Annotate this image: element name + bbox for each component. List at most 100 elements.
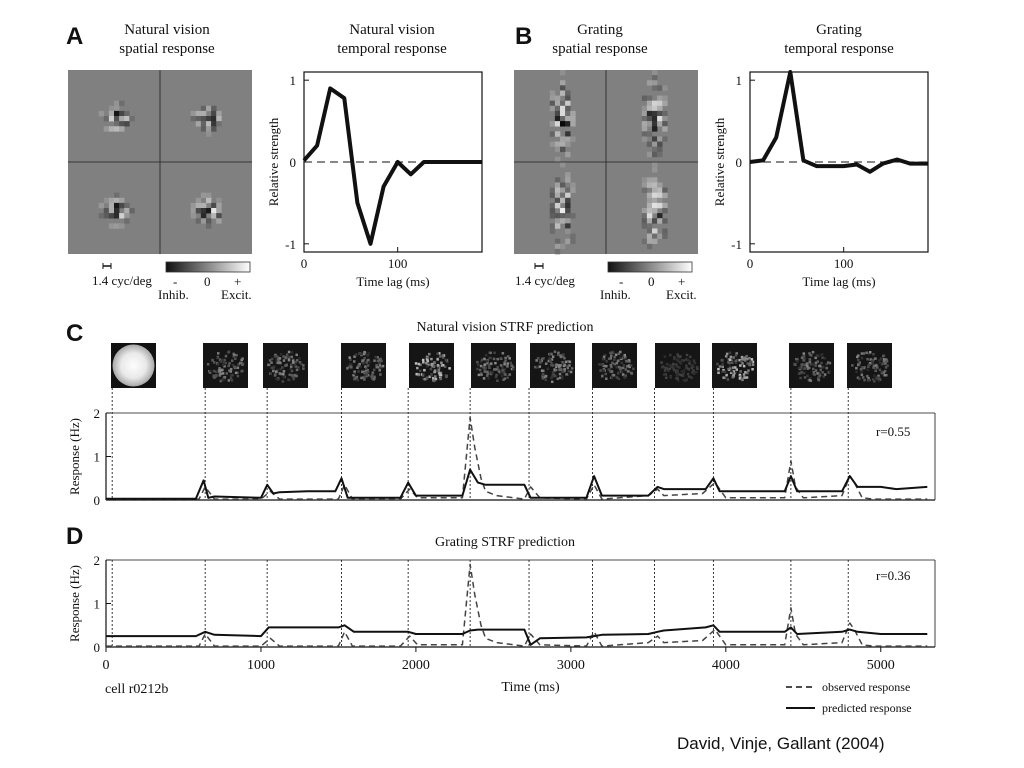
rf-pixel: [646, 182, 653, 188]
thumbnail-texel: [366, 370, 370, 374]
thumbnail-texel: [800, 366, 803, 369]
thumbnail-texel: [751, 367, 754, 371]
thumbnail-texel: [294, 373, 298, 376]
thumbnail-texel: [821, 371, 824, 374]
thumbnail-texel: [362, 361, 365, 365]
thumbnail-texel: [882, 354, 885, 358]
thumbnail-texel: [811, 363, 815, 366]
thumbnail-texel: [623, 353, 627, 357]
rf-pixel: [662, 202, 668, 209]
thumbnail-texel: [352, 374, 355, 377]
thumbnail-texel: [378, 366, 382, 369]
thumbnail-texel: [281, 380, 285, 383]
rf-pixel: [560, 116, 566, 122]
thumbnail-texel: [675, 363, 678, 366]
thumbnail-texel: [431, 376, 435, 380]
thumbnail-texel: [496, 365, 499, 369]
thumbnail-texel: [302, 367, 305, 370]
rf-pixel: [554, 187, 561, 193]
thumbnail-texel: [297, 367, 301, 371]
thumbnail-texel: [884, 358, 887, 361]
b-temporal-chart: 0 100 -1 0 1 Time lag (ms) Relative strength: [712, 70, 929, 289]
thumbnail-texel: [624, 374, 627, 377]
legend: observed response predicted response: [786, 680, 912, 715]
thumbnail-texel: [827, 361, 830, 364]
stimulus-thumbnail: [592, 343, 637, 388]
thumbnail-texel: [206, 362, 210, 366]
rf-pixel: [652, 192, 658, 199]
rf-pixel: [124, 208, 130, 214]
thumbnail-texel: [615, 376, 619, 379]
thumbnail-texel: [602, 369, 605, 372]
rf-pixel: [114, 213, 120, 219]
thumbnail-texel: [626, 359, 629, 363]
rf-pixel: [657, 105, 663, 112]
thumbnail-texel: [419, 363, 422, 367]
thumbnail-texel: [441, 356, 445, 359]
thumbnail-texel: [500, 374, 504, 378]
thumbnail-texel: [863, 378, 866, 382]
thumbnail-texel: [883, 369, 887, 373]
thumbnail-texel: [728, 365, 732, 369]
thumbnail-texel: [356, 366, 359, 369]
thumbnail-texel: [568, 364, 571, 367]
thumbnail-texel: [795, 357, 798, 361]
rf-pixel: [560, 197, 566, 204]
thumbnail-texel: [433, 375, 437, 378]
thumbnail-texel: [823, 357, 826, 360]
thumbnail-texel: [223, 378, 227, 381]
thumbnail-texel: [877, 374, 880, 378]
thumbnail-texel: [346, 367, 349, 370]
thumbnail-texel: [617, 377, 621, 381]
rf-pixel: [549, 228, 556, 234]
thumbnail-texel: [630, 372, 634, 375]
thumbnail-texel: [751, 363, 755, 366]
thumbnail-texel: [722, 369, 725, 372]
thumbnail-texel: [365, 373, 368, 376]
thumbnail-texel: [300, 362, 303, 366]
b-colorbar-inhib: Inhib.: [600, 287, 631, 302]
thumbnail-texel: [875, 365, 879, 369]
thumbnail-texel: [483, 368, 486, 372]
thumbnail-texel: [799, 376, 802, 380]
thumbnail-texel: [695, 365, 699, 369]
thumbnail-texel: [366, 359, 370, 362]
rf-pixel: [554, 146, 561, 153]
thumbnail-texel: [874, 357, 877, 360]
thumbnail-texel: [422, 361, 425, 364]
thumbnail-texel: [298, 361, 302, 364]
stimulus-thumbnail: [789, 343, 834, 388]
thumbnail-texel: [609, 357, 612, 360]
thumbnail-texel: [678, 355, 682, 359]
thumbnail-texel: [291, 375, 295, 378]
thumbnail-texel: [273, 355, 277, 358]
thumbnail-texel: [485, 370, 489, 374]
thumbnail-texel: [495, 368, 499, 371]
rf-pixel: [124, 121, 130, 127]
thumbnail-texel: [800, 363, 803, 366]
thumbnail-texel: [665, 362, 669, 366]
thumbnail-texel: [553, 350, 557, 353]
thumbnail-texel: [557, 351, 560, 355]
thumbnail-texel: [504, 359, 507, 362]
rf-pixel: [570, 110, 576, 117]
a-temporal-chart: 0 100 -1 0 1 Time lag (ms) Relative strength: [266, 71, 483, 289]
thumbnail-texel: [627, 364, 631, 367]
rf-pixel: [119, 110, 125, 117]
rf-pixel: [646, 80, 653, 86]
thumbnail-texel: [558, 372, 562, 376]
predicted-response-line: [106, 468, 928, 500]
rf-pixel: [646, 100, 653, 107]
thumbnail-texel: [290, 369, 294, 373]
thumbnail-texel: [476, 367, 479, 371]
rf-pixel: [652, 238, 658, 245]
thumbnail-texel: [626, 365, 629, 368]
rf-pixel: [206, 116, 212, 122]
panel-letter-a: A: [66, 23, 83, 50]
thumbnail-texel: [302, 364, 305, 367]
thumbnail-texel: [567, 369, 571, 373]
rf-pixel: [646, 213, 653, 219]
thumbnail-texel: [285, 353, 289, 356]
rf-pixel: [206, 131, 212, 137]
rf-pixel: [108, 105, 115, 112]
